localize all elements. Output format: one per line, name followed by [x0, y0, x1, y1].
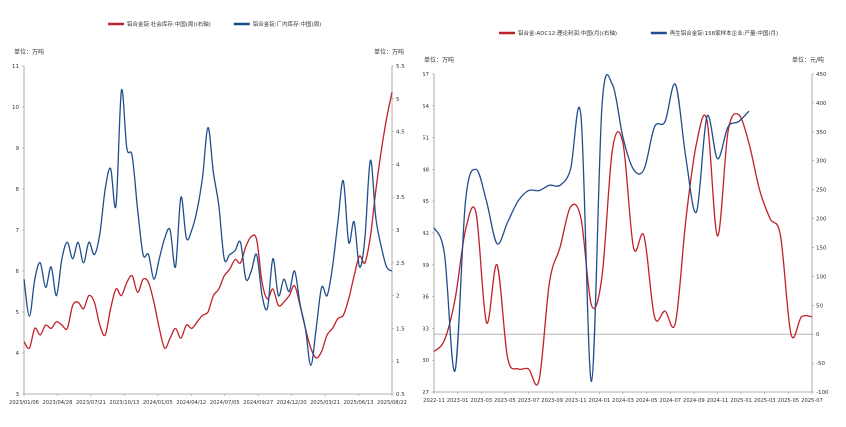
series-line — [23, 92, 393, 359]
legend-label: 铝合金锭:厂内库存:中国(周) — [253, 20, 321, 28]
right-tick-label: 300 — [816, 159, 827, 165]
left-tick-label: 51 — [423, 136, 429, 142]
right-tick-label: 0 — [816, 332, 820, 338]
x-tick-label: 2024-01 — [589, 398, 611, 404]
left-tick-label: 48 — [423, 167, 429, 173]
right-axis-unit: 单位：元/吨 — [792, 56, 824, 64]
right-axis-unit: 单位：万吨 — [374, 48, 404, 56]
right-tick-label: -100 — [816, 390, 829, 396]
right-tick-label: 2 — [396, 294, 400, 300]
x-tick-label: 2023-11 — [565, 398, 587, 404]
left-tick-label: 9 — [16, 146, 20, 152]
x-tick-label: 2024/07/05 — [210, 400, 240, 406]
x-tick-label: 2023-09 — [541, 398, 563, 404]
left-tick-label: 7 — [16, 228, 20, 234]
x-tick-label: 2024-05 — [636, 398, 658, 404]
x-tick-label: 2023/07/21 — [76, 400, 106, 406]
left-axis-unit: 单位：万吨 — [14, 48, 44, 56]
right-tick-label: 250 — [816, 188, 827, 194]
legend-label: 铝合金:ADC12:理论利润:中国(月)(右轴) — [518, 29, 617, 37]
right-tick-label: 5 — [396, 97, 400, 103]
right-tick-label: 0.5 — [396, 392, 405, 398]
left-tick-label: 42 — [423, 231, 429, 237]
x-tick-label: 2025-01 — [730, 398, 752, 404]
right-tick-label: -50 — [816, 361, 825, 367]
right-tick-label: 3.5 — [396, 195, 405, 201]
x-tick-label: 2025/08/22 — [377, 400, 407, 406]
x-tick-label: 2024/04/12 — [176, 400, 206, 406]
legend: 铝合金锭:社会库存:中国(周)(右轴) 铝合金锭:厂内库存:中国(周) — [108, 20, 321, 28]
x-tick-label: 2024-03 — [612, 398, 634, 404]
right-tick-label: 350 — [816, 130, 827, 136]
left-tick-label: 10 — [12, 105, 19, 111]
left-tick-label: 57 — [423, 72, 429, 78]
series-line — [433, 74, 750, 383]
left-axis-unit: 单位：万吨 — [424, 56, 454, 64]
legend-label: 铝合金锭:社会库存:中国(周)(右轴) — [127, 20, 211, 28]
left-tick-label: 8 — [16, 187, 20, 193]
x-tick-label: 2023-05 — [494, 398, 516, 404]
x-tick-label: 2023-03 — [470, 398, 492, 404]
right-tick-label: 5.5 — [396, 64, 405, 70]
right-tick-label: 450 — [816, 72, 827, 78]
left-chart: 铝合金锭:社会库存:中国(周)(右轴) 铝合金锭:厂内库存:中国(周) 单位：万吨 单… — [9, 20, 407, 406]
x-tick-label: 2023-07 — [518, 398, 540, 404]
left-tick-label: 39 — [423, 263, 429, 269]
left-tick-label: 54 — [423, 104, 429, 110]
right-tick-label: 4.5 — [396, 130, 405, 136]
x-tick-label: 2025/03/21 — [310, 400, 340, 406]
x-tick-label: 2023/01/06 — [9, 400, 39, 406]
left-tick-label: 6 — [16, 269, 20, 275]
x-tick-label: 2024-09 — [683, 398, 705, 404]
legend: 铝合金:ADC12:理论利润:中国(月)(右轴) 再生铝合金锭:158家样本企业:… — [499, 29, 778, 37]
right-tick-label: 2.5 — [396, 261, 405, 267]
x-tick-label: 2025/06/13 — [344, 400, 374, 406]
left-tick-label: 3 — [16, 392, 20, 398]
left-tick-label: 27 — [423, 390, 429, 396]
left-tick-label: 5 — [16, 310, 20, 316]
x-tick-label: 2025-05 — [778, 398, 800, 404]
x-tick-label: 2025-07 — [801, 398, 823, 404]
series-line — [23, 89, 393, 366]
right-tick-label: 400 — [816, 101, 827, 107]
left-tick-label: 11 — [12, 64, 19, 70]
left-tick-label: 30 — [423, 358, 429, 364]
chart-panel-right: 铝合金:ADC12:理论利润:中国(月)(右轴) 再生铝合金锭:158家样本企业:… — [422, 0, 846, 423]
x-tick-label: 2023-01 — [447, 398, 469, 404]
right-tick-label: 200 — [816, 217, 827, 223]
right-tick-label: 3 — [396, 228, 400, 234]
left-tick-label: 45 — [423, 199, 429, 205]
x-tick-label: 2024-11 — [707, 398, 729, 404]
x-tick-label: 2025-03 — [754, 398, 776, 404]
x-tick-label: 2024/01/05 — [143, 400, 173, 406]
left-tick-label: 33 — [423, 326, 429, 332]
right-tick-label: 4 — [396, 162, 400, 168]
right-tick-label: 1 — [396, 359, 400, 365]
right-tick-label: 50 — [816, 303, 823, 309]
left-tick-label: 36 — [423, 295, 429, 301]
x-tick-label: 2024/09/27 — [243, 400, 273, 406]
right-tick-label: 150 — [816, 245, 827, 251]
right-tick-label: 100 — [816, 274, 827, 280]
legend-label: 再生铝合金锭:158家样本企业:产量:中国(月) — [670, 29, 778, 37]
right-tick-label: 1.5 — [396, 326, 405, 332]
x-tick-label: 2022-11 — [423, 398, 445, 404]
left-tick-label: 4 — [16, 351, 20, 357]
right-chart: 铝合金:ADC12:理论利润:中国(月)(右轴) 再生铝合金锭:158家样本企业:… — [422, 29, 829, 404]
x-tick-label: 2023/10/13 — [109, 400, 139, 406]
x-tick-label: 2023/04/28 — [43, 400, 73, 406]
series-line — [433, 112, 813, 386]
x-tick-label: 2024-07 — [659, 398, 681, 404]
chart-panel-left: 铝合金锭:社会库存:中国(周)(右轴) 铝合金锭:厂内库存:中国(周) 单位：万吨 单… — [0, 0, 423, 423]
x-tick-label: 2024/12/20 — [277, 400, 307, 406]
